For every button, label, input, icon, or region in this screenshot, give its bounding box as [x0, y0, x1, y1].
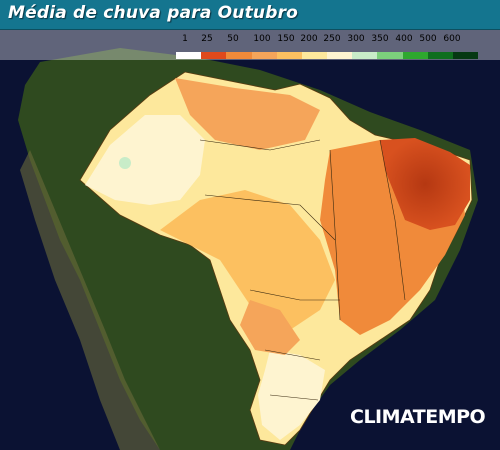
legend-labels: 1 25 50 100 150 200 250 300 350 400 500 …: [176, 34, 478, 46]
legend-label: 600: [443, 34, 461, 44]
legend-swatch: [352, 52, 378, 59]
legend-swatch: [301, 52, 328, 59]
legend-swatch: [402, 52, 428, 59]
legend-swatch: [251, 52, 277, 59]
legend-swatch: [201, 52, 227, 59]
state-borders: [199, 139, 406, 401]
map-title: Média de chuva para Outubro: [8, 3, 299, 23]
legend-swatch: [176, 52, 202, 59]
rainfall-map: [0, 30, 500, 450]
legend-color-bar: [176, 52, 479, 59]
north-zone: [175, 78, 320, 150]
amazon-zone: [85, 115, 205, 205]
legend-label: 50: [227, 34, 239, 44]
legend-swatch: [452, 52, 479, 59]
legend-label: 500: [419, 34, 437, 44]
andes-region: [20, 150, 160, 450]
legend-label: 1: [182, 34, 188, 44]
title-bar: Média de chuva para Outubro: [0, 0, 500, 30]
legend-label: 25: [201, 34, 213, 44]
south-zone: [258, 350, 325, 440]
legend-label: 350: [371, 34, 389, 44]
climatempo-logo: CLIMATEMPO: [350, 406, 486, 428]
legend-label: 100: [253, 34, 271, 44]
legend-swatch: [327, 52, 353, 59]
legend-swatch: [427, 52, 453, 59]
legend-swatch: [276, 52, 302, 59]
wet-spot: [119, 157, 131, 169]
legend-label: 200: [300, 34, 318, 44]
legend-label: 300: [347, 34, 365, 44]
legend-label: 150: [277, 34, 295, 44]
legend-swatch: [377, 52, 403, 59]
legend-label: 400: [395, 34, 413, 44]
northeast-dry-zone: [380, 138, 470, 230]
central-zone: [160, 190, 335, 330]
legend-label: 250: [323, 34, 341, 44]
southwest-zone: [240, 300, 300, 355]
legend-swatch: [226, 52, 252, 59]
